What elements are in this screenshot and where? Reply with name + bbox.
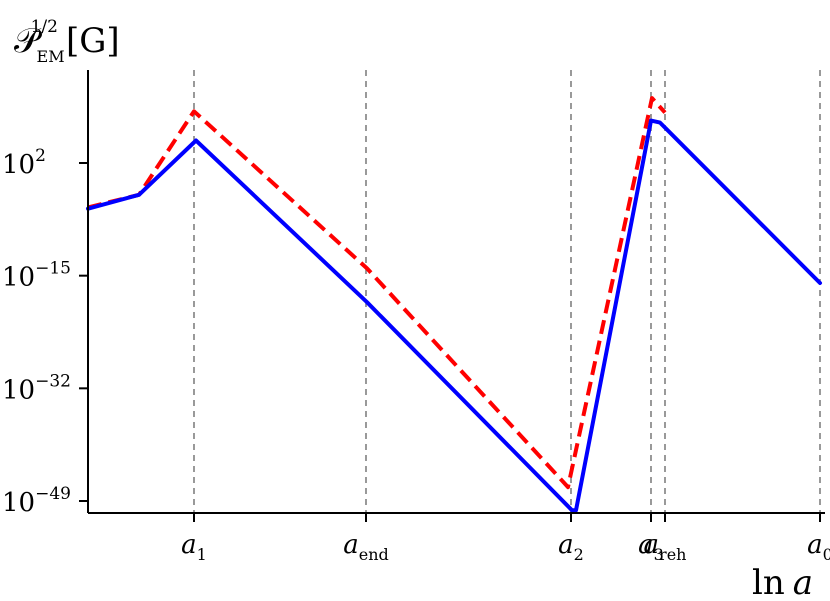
y-tick-label-sup: −32 [35,371,71,391]
y-axis-title: 𝒫EM 1/2 [G] [14,17,120,66]
y-tick-label-base: 10 [2,488,35,518]
x-axis-title-prefix: ln [752,563,785,601]
grid-lines [193,70,821,513]
x-tick-label-sub: 1 [197,545,207,564]
x-tick-label: a1 [181,530,207,564]
x-axis-title: ln a [752,563,813,601]
y-tick-label: 10−15 [2,259,71,293]
x-tick-label-base: a [181,530,197,560]
x-tick-label-sub: 2 [574,545,584,564]
x-axis-title-var: a [793,563,813,601]
x-tick-label: a2 [558,530,584,564]
x-tick-label: a0 [807,530,830,564]
y-tick-label-base: 10 [2,150,35,180]
x-tick-label-sub: 0 [823,545,830,564]
x-tick-label-base: a [807,530,823,560]
y-tick-label: 10−49 [2,484,71,518]
series-line-red-dashed [87,96,667,490]
x-tick-label-sub: 3 [654,545,664,564]
y-tick-label-base: 10 [2,375,35,405]
y-tick-label-sup: −15 [35,259,71,279]
y-axis-title-unit: [G] [66,21,120,61]
axes [87,70,825,514]
x-tick-label-base: a [644,530,660,560]
x-tick-label-base: a [638,530,654,560]
x-tick-label-sub: reh [659,545,686,564]
y-tick-label: 102 [2,146,46,180]
y-axis-title-sub: EM [37,47,65,66]
series-line-blue-solid [86,118,822,513]
x-tick-label-base: a [558,530,574,560]
y-tick-label-sup: 2 [35,146,46,166]
y-axis-title-main: 𝒫 [14,21,42,61]
y-tick-label-base: 10 [2,263,35,293]
y-axis-title-sup: 1/2 [31,17,58,37]
x-tick-label-sub: end [359,545,389,564]
series-group [86,96,822,513]
y-tick-label: 10−32 [2,371,71,405]
x-tick-label: aend [343,530,389,564]
x-tick-label: areh [644,530,687,564]
y-tick-label-sup: −49 [35,484,71,504]
x-tick-label: a3 [638,530,664,564]
x-tick-label-base: a [343,530,359,560]
